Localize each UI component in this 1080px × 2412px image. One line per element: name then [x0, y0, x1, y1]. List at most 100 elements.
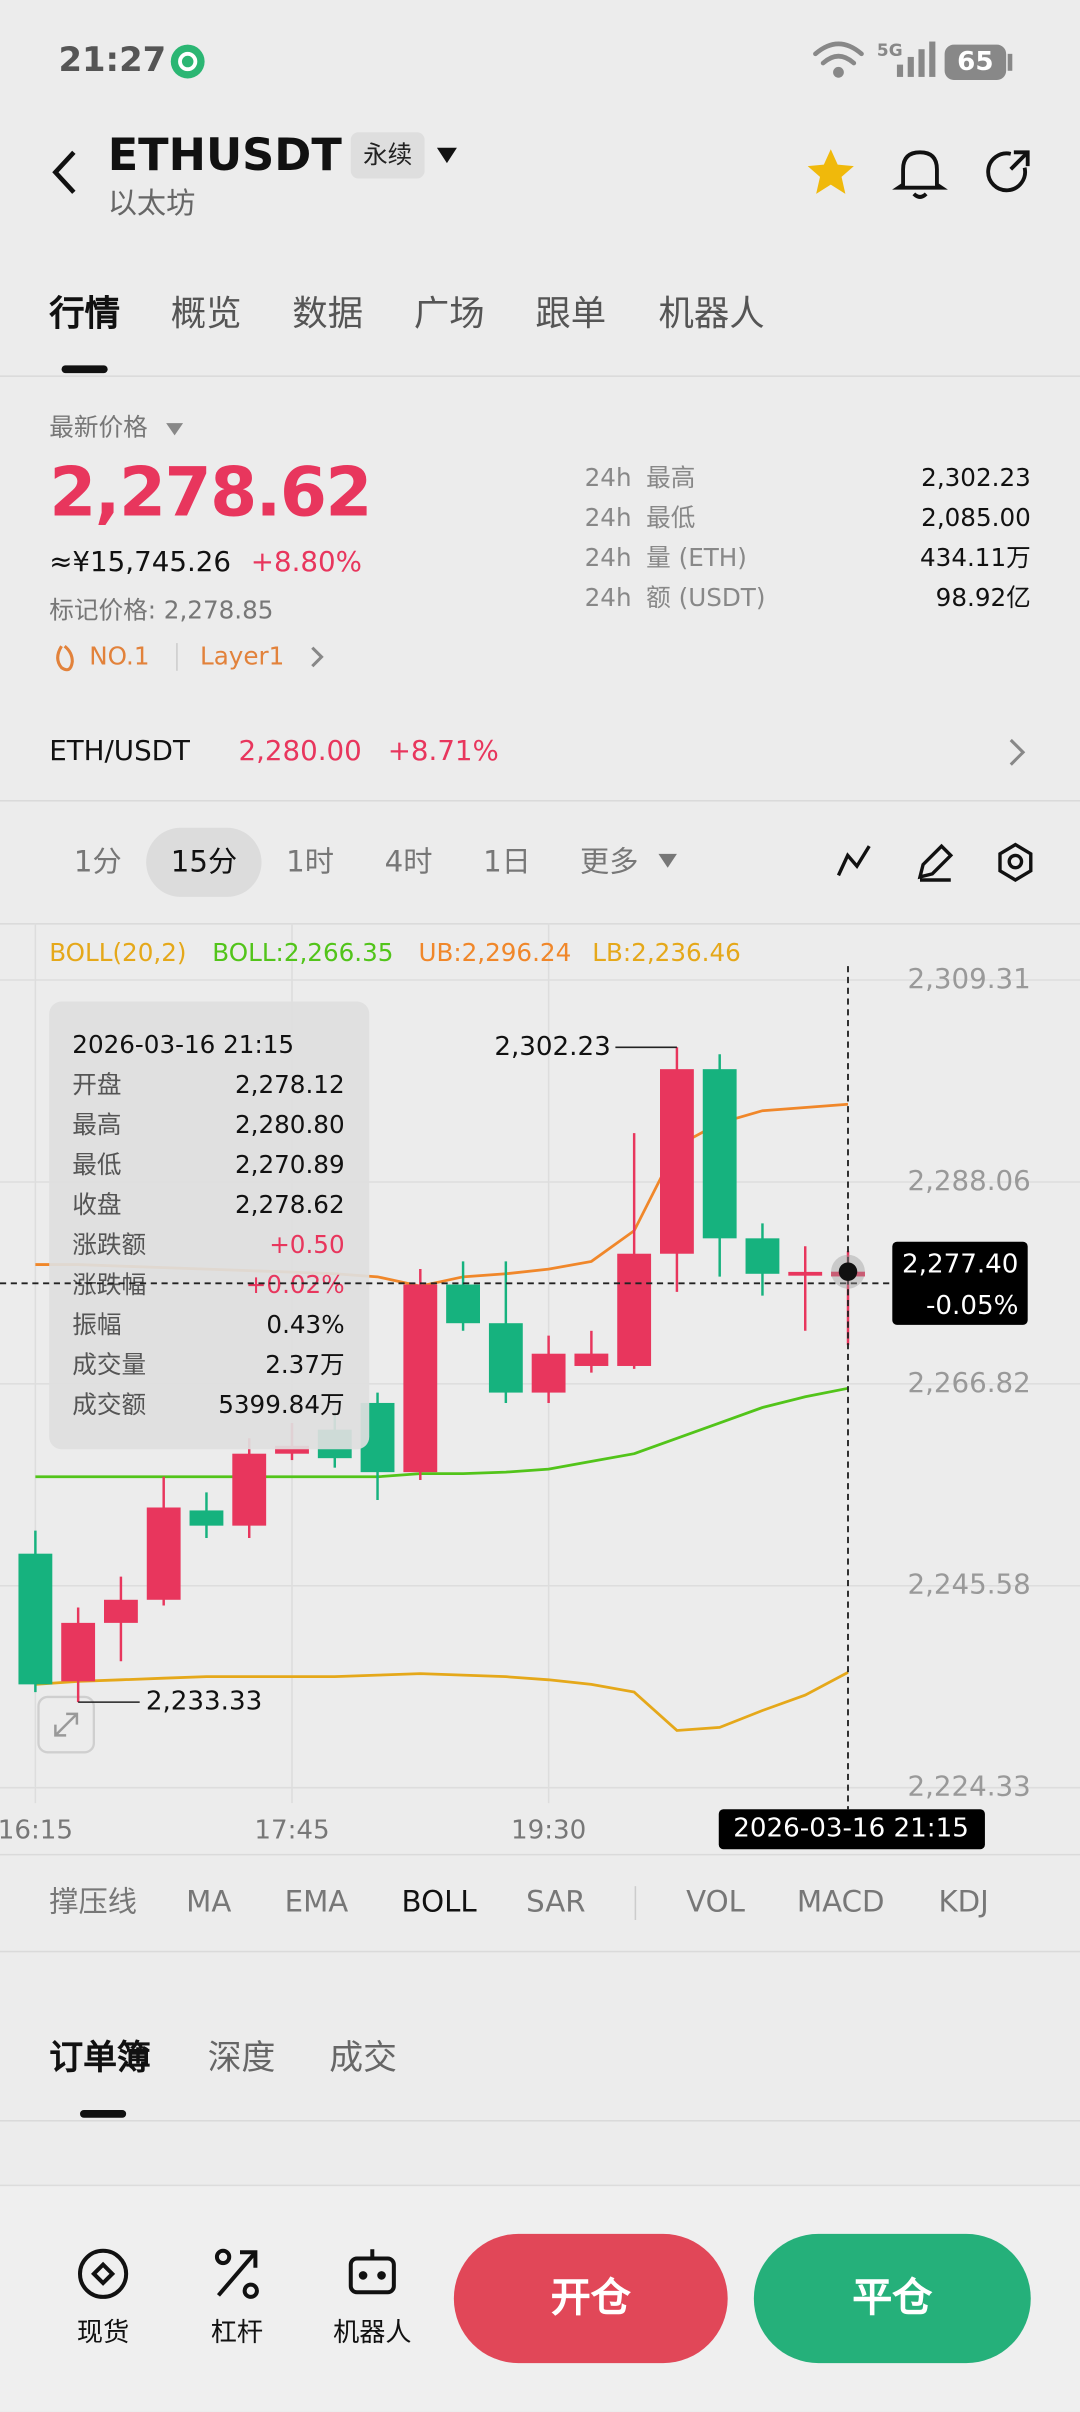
close-button[interactable]: [753, 2233, 1031, 2364]
tooltip-label: 涨跌幅: [72, 1270, 146, 1299]
candle-body: [702, 1069, 737, 1239]
tooltip-value: 2,278.62: [235, 1190, 345, 1219]
spot-pair[interactable]: ETH/USDT: [49, 735, 190, 768]
tooltip-label: 最高: [72, 1110, 121, 1139]
kline-chart[interactable]: 2,309.31 2,288.06 2,266.82 2,245.58 2,224.33…: [0, 923, 1080, 1854]
fire-icon: [56, 644, 74, 672]
book-tab-underline: [80, 2110, 127, 2118]
book-tab[interactable]: 成交: [329, 2040, 397, 2079]
more-caret[interactable]: [658, 853, 677, 868]
stat-value: 434.11万: [920, 543, 1031, 573]
candle-body: [232, 1453, 267, 1526]
tab[interactable]: 行情: [49, 294, 121, 335]
signal-icon: [896, 41, 936, 77]
nav-label[interactable]: 杠杆: [210, 2317, 264, 2349]
symbol: ETHUSDT: [107, 128, 342, 181]
legend-entry: LB:2,236.46: [592, 938, 740, 967]
tab-underline: [61, 365, 108, 374]
interval[interactable]: 1日: [483, 845, 531, 880]
last-price: 2,278.62: [49, 453, 372, 533]
alert-bell[interactable]: [892, 150, 948, 199]
settings-icon-core[interactable]: [1007, 853, 1024, 870]
indicator[interactable]: EMA: [284, 1885, 349, 1920]
indicator[interactable]: SAR: [526, 1885, 586, 1920]
interval[interactable]: 15分: [170, 845, 238, 880]
boll-line: [35, 1671, 849, 1732]
tooltip-label: 成交量: [72, 1350, 146, 1379]
tooltip-title: 2026-03-16 21:15: [72, 1030, 294, 1059]
nav-label[interactable]: 机器人: [333, 2317, 412, 2349]
book-tab[interactable]: 深度: [207, 2040, 276, 2079]
favorite-star[interactable]: [807, 149, 854, 194]
battery-icon: [944, 44, 1007, 81]
tab[interactable]: 跟单: [535, 294, 607, 335]
y-tick-label: 2,266.82: [907, 1366, 1030, 1399]
indicator-icon[interactable]: [836, 845, 871, 877]
interval[interactable]: 更多: [580, 845, 639, 880]
divider: [0, 1853, 1080, 1856]
interval[interactable]: 1时: [286, 845, 334, 880]
nav-spot-icon[interactable]: [78, 2248, 129, 2299]
tab[interactable]: 机器人: [658, 294, 765, 335]
candle-body: [403, 1284, 438, 1473]
settings-icon[interactable]: [998, 842, 1033, 882]
nav-bot-icon[interactable]: [348, 2249, 396, 2295]
indicator[interactable]: KDJ: [938, 1885, 989, 1920]
tab[interactable]: 广场: [413, 294, 485, 335]
candle-body: [104, 1599, 138, 1623]
tab[interactable]: 概览: [170, 294, 242, 335]
candle-body: [660, 1069, 694, 1254]
tag[interactable]: Layer1: [200, 641, 285, 671]
max-label: 2,302.23: [494, 1032, 610, 1062]
tab[interactable]: 数据: [292, 294, 364, 335]
crosshair-price-box: [892, 1241, 1028, 1325]
tooltip-label: 开盘: [72, 1070, 121, 1099]
tooltip-value: 2,270.89: [235, 1150, 345, 1179]
dropdown-caret[interactable]: [436, 147, 457, 164]
spot-chevron[interactable]: [1009, 738, 1026, 766]
expand-icon[interactable]: [54, 1712, 79, 1737]
tag-chevron[interactable]: [311, 646, 324, 668]
stat-value: 98.92亿: [935, 583, 1031, 613]
stat-value: 2,085.00: [921, 503, 1031, 533]
contract-badge: 永续: [363, 140, 413, 170]
stat-period: 24h: [584, 463, 632, 493]
close-label[interactable]: 平仓: [852, 2275, 933, 2322]
x-tick-label: 17:45: [254, 1815, 329, 1845]
indicator[interactable]: MACD: [796, 1885, 885, 1920]
open-button[interactable]: [453, 2233, 728, 2364]
crosshair-dot: [838, 1262, 858, 1281]
candle-body: [745, 1238, 780, 1274]
share-icon[interactable]: [986, 150, 1030, 193]
book-tab[interactable]: 订单簿: [49, 2040, 151, 2079]
stat-period: 24h: [584, 543, 632, 573]
stat-label: 最高: [646, 463, 696, 493]
tooltip-value: 2,278.12: [235, 1070, 345, 1099]
candle-body: [531, 1353, 566, 1393]
nav-label[interactable]: 现货: [76, 2317, 130, 2349]
tooltip-value: 2,280.80: [235, 1110, 345, 1139]
y-tick-label: 2,309.31: [907, 962, 1030, 995]
interval[interactable]: 4时: [384, 845, 433, 880]
indicator[interactable]: BOLL: [401, 1885, 477, 1920]
draw-icon[interactable]: [917, 843, 954, 882]
nav-margin-icon[interactable]: [214, 2248, 259, 2299]
tooltip-value: +0.50: [269, 1230, 344, 1259]
legend-entry: UB:2,296.24: [418, 938, 571, 967]
indicator[interactable]: VOL: [686, 1885, 745, 1920]
tooltip-label: 成交额: [72, 1390, 146, 1419]
price-label: 最新价格: [49, 412, 148, 442]
back-arrow[interactable]: [52, 150, 76, 194]
divider: [0, 800, 1080, 802]
interval[interactable]: 1分: [73, 845, 122, 880]
tooltip-label: 涨跌额: [72, 1230, 146, 1259]
expand-button[interactable]: [37, 1695, 96, 1754]
tag[interactable]: NO.1: [89, 641, 150, 671]
candle-body: [488, 1323, 523, 1393]
battery-tip: [1007, 53, 1013, 71]
indicator[interactable]: 撑压线: [49, 1885, 137, 1920]
stat-label: 额 (USDT): [646, 583, 766, 613]
indicator[interactable]: MA: [186, 1885, 232, 1920]
open-label[interactable]: 开仓: [550, 2275, 631, 2322]
candle-body: [574, 1353, 609, 1366]
